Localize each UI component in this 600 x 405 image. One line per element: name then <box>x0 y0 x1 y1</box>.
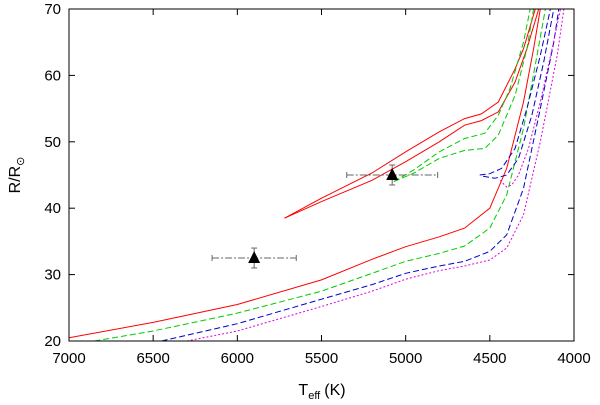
series-line-blue-8 <box>161 9 560 341</box>
observed-points <box>211 164 439 269</box>
triangle-marker <box>386 168 399 180</box>
x-tick-label: 6500 <box>136 350 169 367</box>
series-line-green-4 <box>393 9 535 183</box>
series-line-red-2 <box>69 9 541 339</box>
model-curves <box>69 9 565 341</box>
axis-ticks: 7000 6500 6000 5500 5000 4500 4000 20 30 40 50 60 70 <box>44 1 590 367</box>
data-point-1 <box>346 164 439 186</box>
plot-frame <box>68 8 575 342</box>
series-line-blue-7 <box>483 9 555 179</box>
y-tick-label: 50 <box>44 134 61 151</box>
x-axis-title: Teff (K) <box>298 382 345 402</box>
y-tick-label: 20 <box>44 333 61 350</box>
y-tick-label: 60 <box>44 67 61 84</box>
x-tick-label: 4500 <box>473 350 506 367</box>
x-tick-label: 6000 <box>221 350 254 367</box>
x-tick-label: 5000 <box>389 350 422 367</box>
series-line-blue-6 <box>479 9 551 176</box>
series-line-red-0 <box>284 9 536 219</box>
y-tick-label: 70 <box>44 1 61 18</box>
triangle-marker <box>248 251 261 263</box>
y-tick-label: 30 <box>44 267 61 284</box>
y-tick-label: 40 <box>44 200 61 217</box>
series-line-magenta-10 <box>186 9 565 341</box>
y-axis-title: R/R⊙ <box>7 157 27 194</box>
series-line-green-5 <box>94 9 546 341</box>
series-line-red-1 <box>284 9 540 219</box>
x-tick-label: 7000 <box>52 350 85 367</box>
x-tick-label: 5500 <box>305 350 338 367</box>
x-tick-label: 4000 <box>557 350 590 367</box>
series-line-magenta-9 <box>499 9 561 188</box>
series-line-green-3 <box>393 9 531 183</box>
data-point-0 <box>211 247 297 269</box>
